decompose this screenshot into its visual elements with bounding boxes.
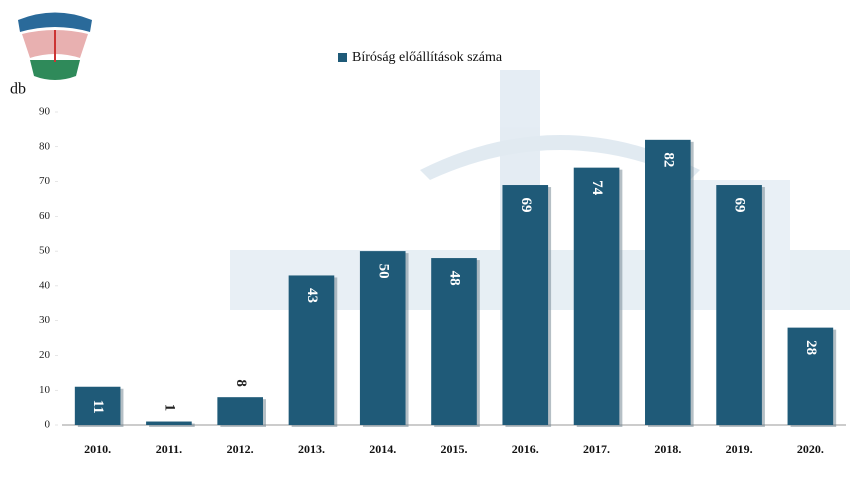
y-tick-label: 0 xyxy=(45,419,51,431)
y-tick-label: 10 xyxy=(39,384,51,396)
x-tick-label: 2016. xyxy=(512,442,539,456)
legend-label: Bíróság előállítások száma xyxy=(352,50,503,65)
y-tick-label: 60 xyxy=(39,210,51,222)
value-label: 28 xyxy=(803,340,819,355)
value-label: 74 xyxy=(589,180,605,196)
x-tick-label: 2018. xyxy=(654,442,681,456)
bar xyxy=(645,139,691,426)
bar xyxy=(431,258,477,425)
y-tick-label: 70 xyxy=(39,175,51,187)
x-tick-label: 2020. xyxy=(797,442,824,456)
legend-swatch xyxy=(338,53,347,62)
bar xyxy=(74,386,121,425)
value-label: 50 xyxy=(375,264,391,279)
x-tick-label: 2012. xyxy=(227,442,254,456)
x-tick-label: 2010. xyxy=(84,442,111,456)
bar xyxy=(217,397,263,425)
bar-shadow xyxy=(149,423,195,427)
y-tick-label: 50 xyxy=(39,245,51,257)
value-label: 11 xyxy=(90,400,106,414)
x-tick-label: 2015. xyxy=(441,442,468,456)
logo xyxy=(18,12,92,80)
value-label: 43 xyxy=(304,288,320,303)
x-tick-label: 2011. xyxy=(156,442,182,456)
bar xyxy=(288,275,335,425)
bar xyxy=(502,185,549,425)
y-tick-label: 30 xyxy=(39,314,51,326)
y-tick-label: 90 xyxy=(39,106,51,118)
bar xyxy=(573,167,620,425)
value-label: 69 xyxy=(518,198,534,213)
x-tick-label: 2014. xyxy=(369,442,396,456)
x-tick-label: 2019. xyxy=(726,442,753,456)
y-tick-label: 40 xyxy=(39,279,51,291)
bar xyxy=(146,421,192,425)
bar xyxy=(716,185,762,425)
y-axis-label: db xyxy=(10,81,26,98)
value-label: 1 xyxy=(161,404,177,412)
y-tick-label: 80 xyxy=(39,140,51,152)
x-tick-label: 2017. xyxy=(583,442,610,456)
value-label: 69 xyxy=(732,198,748,213)
value-label: 48 xyxy=(447,271,463,286)
value-label: 82 xyxy=(660,152,676,167)
bar xyxy=(787,327,834,425)
value-label: 8 xyxy=(233,379,249,387)
y-tick-label: 20 xyxy=(39,349,51,361)
x-tick-label: 2013. xyxy=(298,442,325,456)
bar xyxy=(359,251,406,425)
